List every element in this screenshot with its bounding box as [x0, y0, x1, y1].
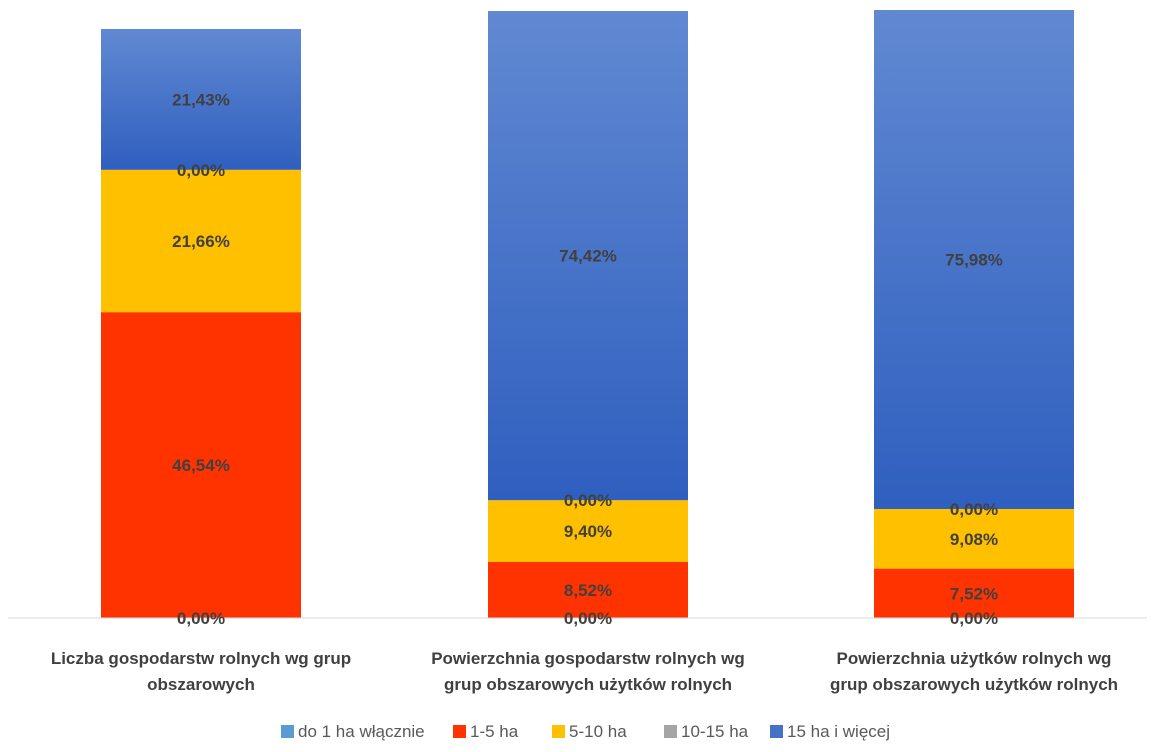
legend-label-do-1-ha-wlacznie: do 1 ha włącznie: [298, 722, 425, 741]
data-label-1-5-ha-2: 8,52%: [564, 581, 612, 600]
data-label-1-5-ha-3: 7,52%: [950, 584, 998, 603]
legend-swatch-5-10-ha: [552, 725, 565, 738]
bar-15-ha-i-wiecej-3: [874, 10, 1074, 509]
legend-swatch-do-1-ha-wlacznie: [281, 725, 294, 738]
legend-swatch-10-15-ha: [664, 725, 677, 738]
data-label-10-15-ha-1: 0,00%: [177, 161, 225, 180]
category-label-1: Liczba gospodarstw rolnych wg grup obszar…: [51, 649, 351, 694]
data-label-5-10-ha-1: 21,66%: [172, 232, 230, 251]
data-label-15-ha-i-wiecej-1: 21,43%: [172, 90, 230, 109]
category-label-line: obszarowych: [147, 675, 255, 694]
bar-1-5-ha-1: [101, 312, 301, 618]
bar-5-10-ha-2: [488, 500, 688, 562]
category-label-line: Powierzchnia użytków rolnych wg: [837, 649, 1112, 668]
bar-5-10-ha-1: [101, 169, 301, 313]
bar-15-ha-i-wiecej-1: [101, 29, 301, 170]
category-label-line: Powierzchnia gospodarstw rolnych wg: [431, 649, 745, 668]
data-label-15-ha-i-wiecej-2: 74,42%: [559, 247, 617, 266]
category-label-line: grup obszarowych użytków rolnych: [444, 675, 732, 694]
data-label-5-10-ha-2: 9,40%: [564, 522, 612, 541]
legend-label-15-ha-i-wiecej: 15 ha i więcej: [787, 722, 890, 741]
data-label-10-15-ha-2: 0,00%: [564, 491, 612, 510]
bar-1-5-ha-2: [488, 561, 688, 618]
legend-label-1-5-ha: 1-5 ha: [470, 722, 519, 741]
bar-15-ha-i-wiecej-2: [488, 11, 688, 501]
legend-label-10-15-ha: 10-15 ha: [681, 722, 749, 741]
category-label-2: Powierzchnia gospodarstw rolnych wg grup …: [431, 649, 745, 694]
data-label-10-15-ha-3: 0,00%: [950, 500, 998, 519]
legend-label-5-10-ha: 5-10 ha: [569, 722, 627, 741]
data-labels-layer: 0,00% 46,54% 21,66% 0,00% 21,43% 0,00% 8,52% 9,…: [172, 90, 1003, 628]
data-label-do-1-ha-wlacznie-2: 0,00%: [564, 609, 612, 628]
bar-5-10-ha-3: [874, 508, 1074, 569]
category-labels-layer: Liczba gospodarstw rolnych wg grup obszar…: [51, 649, 1118, 694]
legend-swatch-15-ha-i-wiecej: [770, 725, 783, 738]
data-label-do-1-ha-wlacznie-3: 0,00%: [950, 609, 998, 628]
category-label-line: grup obszarowych użytków rolnych: [830, 675, 1118, 694]
bars-layer: [101, 10, 1074, 618]
legend: do 1 ha włącznie 1-5 ha 5-10 ha 10-15 ha 15 …: [281, 722, 890, 741]
data-label-15-ha-i-wiecej-3: 75,98%: [945, 250, 1003, 269]
bar-1-5-ha-3: [874, 568, 1074, 618]
data-label-do-1-ha-wlacznie-1: 0,00%: [177, 609, 225, 628]
data-label-5-10-ha-3: 9,08%: [950, 530, 998, 549]
data-label-1-5-ha-1: 46,54%: [172, 456, 230, 475]
category-label-line: Liczba gospodarstw rolnych wg grup: [51, 649, 351, 668]
legend-swatch-1-5-ha: [453, 725, 466, 738]
category-label-3: Powierzchnia użytków rolnych wg grup obsz…: [830, 649, 1118, 694]
